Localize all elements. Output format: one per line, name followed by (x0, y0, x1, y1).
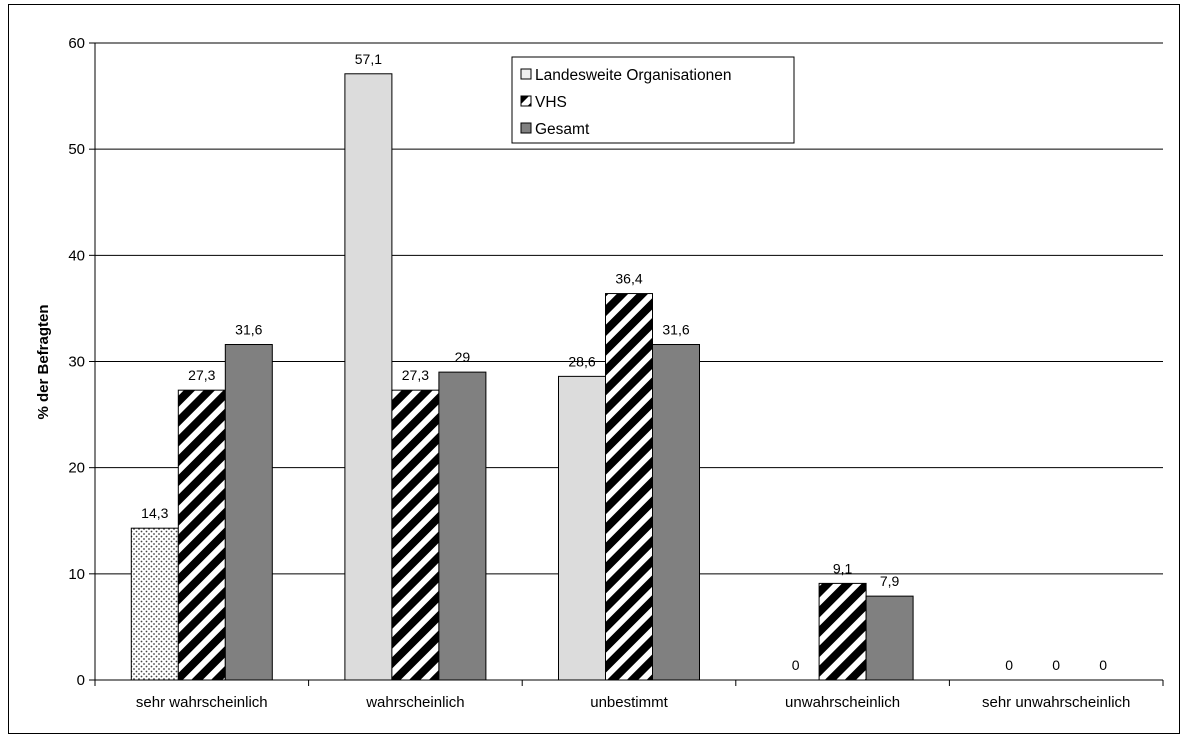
y-axis-label: % der Befragten (35, 304, 52, 419)
bar (224, 344, 273, 681)
bar (818, 582, 867, 681)
bar (177, 389, 226, 681)
data-label: 31,6 (662, 322, 689, 338)
data-label: 0 (1005, 657, 1013, 673)
bar (438, 371, 487, 681)
data-label: 14,3 (141, 505, 168, 521)
data-label: 0 (792, 657, 800, 673)
data-label: 9,1 (833, 560, 853, 576)
y-tick-label: 0 (77, 672, 85, 689)
legend-entry: VHS (535, 94, 567, 111)
data-label: 0 (1099, 657, 1107, 673)
bar (344, 73, 393, 681)
data-label: 57,1 (355, 51, 382, 67)
y-tick-label: 40 (68, 247, 85, 264)
data-label: 29 (455, 349, 471, 365)
legend-entry: Gesamt (535, 121, 590, 138)
x-tick-label: sehr unwahrscheinlich (982, 694, 1130, 711)
y-tick-label: 50 (68, 141, 85, 158)
data-label: 31,6 (235, 322, 262, 338)
legend-entry: Landesweite Organisationen (535, 67, 731, 84)
y-tick-label: 10 (68, 566, 85, 583)
bar (558, 375, 606, 681)
legend-swatch (520, 122, 532, 134)
data-label: 7,9 (880, 573, 900, 589)
bar (652, 344, 700, 681)
y-tick-label: 30 (68, 354, 85, 371)
legend-box (511, 56, 795, 144)
data-label: 28,6 (568, 353, 595, 369)
x-tick-label: sehr wahrscheinlich (136, 694, 268, 711)
bar (605, 293, 653, 681)
data-label: 27,3 (402, 367, 429, 383)
y-tick-label: 20 (68, 460, 85, 477)
legend-swatch (520, 95, 532, 107)
data-label: 27,3 (188, 367, 215, 383)
y-tick-label: 60 (68, 35, 85, 52)
chart-frame (8, 4, 1180, 734)
legend-swatch (520, 68, 532, 80)
data-label: 0 (1052, 657, 1060, 673)
x-tick-label: unwahrscheinlich (785, 694, 900, 711)
bar (130, 527, 179, 681)
data-label: 36,4 (615, 271, 642, 287)
bar (391, 389, 440, 681)
bar (865, 595, 914, 681)
x-tick-label: unbestimmt (590, 694, 668, 711)
x-tick-label: wahrscheinlich (365, 694, 464, 711)
